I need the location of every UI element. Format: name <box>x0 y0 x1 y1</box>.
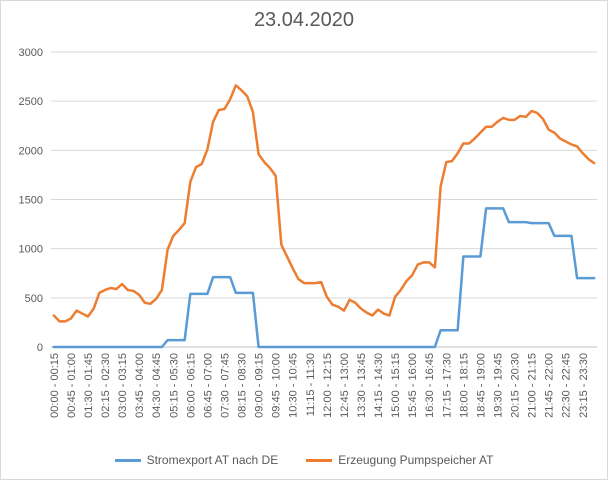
x-tick-label: 11:15 - 11:30 <box>305 353 317 416</box>
x-tick-label: 03:00 - 03:15 <box>117 353 129 418</box>
x-tick-label: 17:15 - 17:30 <box>441 353 453 418</box>
x-tick-label: 15:45 - 16:00 <box>407 353 419 418</box>
y-tick-label: 3000 <box>19 47 43 59</box>
legend-item: Stromexport AT nach DE <box>114 453 279 467</box>
x-tick-label: 20:15 - 20:30 <box>510 353 522 418</box>
x-tick-label: 14:15 - 14:30 <box>373 353 385 418</box>
x-tick-label: 05:15 - 05:30 <box>168 353 180 418</box>
x-tick-label: 01:30 - 01:45 <box>83 353 95 418</box>
x-tick-label: 15:00 - 15:15 <box>390 353 402 418</box>
x-tick-label: 00:45 - 01:00 <box>66 353 78 418</box>
legend-swatch <box>306 458 333 462</box>
x-tick-label: 23:15 - 23:30 <box>578 353 590 418</box>
x-tick-label: 21:45 - 22:00 <box>544 353 556 418</box>
x-tick-label: 18:00 - 18:15 <box>458 353 470 418</box>
x-tick-label: 06:00 - 06:15 <box>185 353 197 418</box>
x-tick-label: 16:30 - 16:45 <box>424 353 436 418</box>
y-tick-label: 1000 <box>19 244 43 256</box>
x-tick-label: 09:00 - 09:15 <box>254 353 266 418</box>
x-tick-label: 10:30 - 10:45 <box>288 353 300 418</box>
x-tick-label: 13:30 - 13:45 <box>356 353 368 418</box>
legend-label: Stromexport AT nach DE <box>146 453 279 467</box>
x-tick-label: 12:45 - 13:00 <box>339 353 351 418</box>
x-tick-label: 09:45 - 10:00 <box>271 353 283 418</box>
x-tick-label: 12:00 - 12:15 <box>322 353 334 418</box>
series-line-1 <box>52 207 596 349</box>
legend-item: Erzeugung Pumpspeicher AT <box>306 453 493 467</box>
legend-label: Erzeugung Pumpspeicher AT <box>338 453 494 467</box>
y-tick-label: 0 <box>37 342 43 354</box>
x-tick-label: 18:45 - 19:00 <box>475 353 487 418</box>
x-tick-label: 04:30 - 04:45 <box>151 353 163 418</box>
x-tick-label: 06:45 - 07:00 <box>202 353 214 418</box>
y-tick-label: 500 <box>25 293 43 305</box>
x-tick-label: 03:45 - 04:00 <box>134 353 146 418</box>
y-tick-label: 1500 <box>19 195 43 207</box>
y-tick-label: 2000 <box>19 145 43 157</box>
x-tick-label: 08:15 - 08:30 <box>237 353 249 418</box>
legend-swatch <box>114 458 141 462</box>
x-tick-label: 21:00 - 21:15 <box>527 353 539 418</box>
series-line-2 <box>52 84 596 323</box>
chart-title: 23.04.2020 <box>253 9 355 31</box>
x-tick-label: 07:30 - 07:45 <box>219 353 231 418</box>
legend: Stromexport AT nach DE Erzeugung Pumpspei… <box>1 453 607 467</box>
x-tick-label: 02:15 - 02:30 <box>100 353 112 418</box>
x-tick-label: 22:30 - 22:45 <box>561 353 573 418</box>
y-tick-label: 2500 <box>19 96 43 108</box>
x-tick-label: 19:30 - 19:45 <box>492 353 504 418</box>
x-tick-label: 00:00 - 00:15 <box>49 353 61 418</box>
